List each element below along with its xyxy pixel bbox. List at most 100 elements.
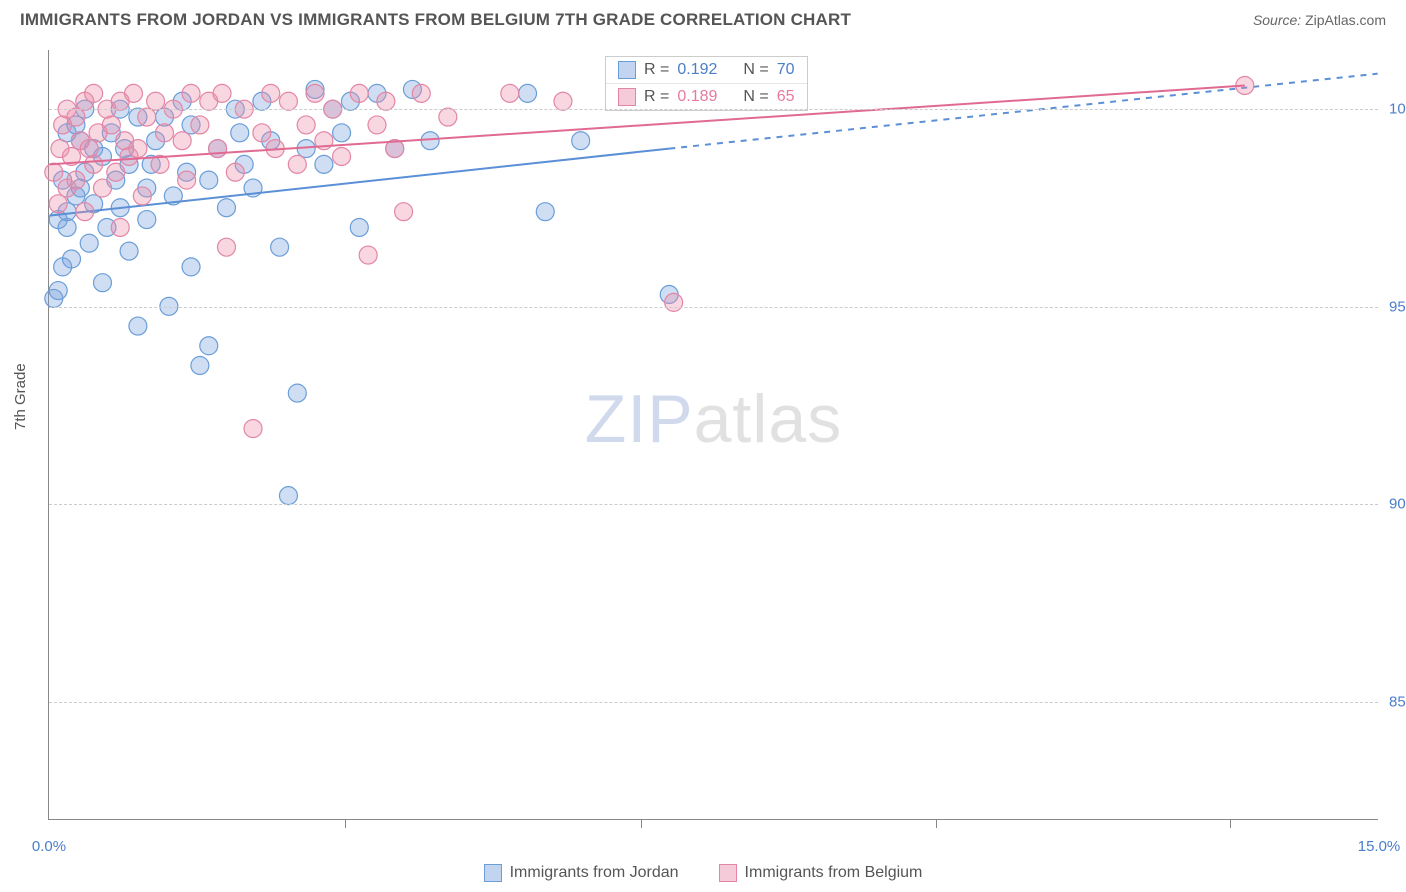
- gridline: [49, 109, 1378, 110]
- point-jordan: [315, 155, 333, 173]
- point-jordan: [80, 234, 98, 252]
- stats-box: R =0.192N =70R =0.189N =65: [605, 56, 808, 111]
- point-belgium: [147, 92, 165, 110]
- legend-swatch: [719, 864, 737, 882]
- source-attribution: Source: ZipAtlas.com: [1253, 12, 1386, 28]
- point-jordan: [519, 84, 537, 102]
- point-jordan: [182, 258, 200, 276]
- x-tick-label: 15.0%: [1358, 838, 1401, 855]
- legend-item: Immigrants from Belgium: [719, 864, 923, 882]
- stats-n-value: 65: [777, 88, 795, 106]
- bottom-legend: Immigrants from Jordan Immigrants from Be…: [0, 864, 1406, 882]
- point-belgium: [368, 116, 386, 134]
- gridline: [49, 504, 1378, 505]
- x-tick-mark: [345, 820, 346, 828]
- source-label: Source:: [1253, 12, 1301, 28]
- point-belgium: [217, 238, 235, 256]
- point-belgium: [501, 84, 519, 102]
- point-belgium: [279, 92, 297, 110]
- point-belgium: [85, 84, 103, 102]
- point-belgium: [288, 155, 306, 173]
- point-jordan: [421, 132, 439, 150]
- point-belgium: [67, 108, 85, 126]
- point-belgium: [49, 195, 67, 213]
- gridline: [49, 702, 1378, 703]
- point-belgium: [333, 147, 351, 165]
- y-tick-label: 90.0%: [1389, 496, 1406, 513]
- point-belgium: [554, 92, 572, 110]
- point-jordan: [231, 124, 249, 142]
- point-jordan: [279, 487, 297, 505]
- point-belgium: [226, 163, 244, 181]
- point-jordan: [63, 250, 81, 268]
- gridline: [49, 307, 1378, 308]
- point-jordan: [129, 317, 147, 335]
- point-belgium: [133, 187, 151, 205]
- point-belgium: [213, 84, 231, 102]
- x-tick-mark: [936, 820, 937, 828]
- point-belgium: [209, 140, 227, 158]
- stats-row: R =0.189N =65: [606, 83, 807, 110]
- point-belgium: [45, 163, 63, 181]
- chart-svg: [49, 50, 1378, 819]
- point-belgium: [94, 179, 112, 197]
- stats-n-value: 70: [777, 61, 795, 79]
- point-belgium: [665, 293, 683, 311]
- point-belgium: [173, 132, 191, 150]
- point-belgium: [107, 163, 125, 181]
- point-jordan: [49, 282, 67, 300]
- point-belgium: [306, 84, 324, 102]
- stats-r-label: R =: [644, 61, 669, 79]
- point-belgium: [124, 84, 142, 102]
- point-jordan: [536, 203, 554, 221]
- point-belgium: [253, 124, 271, 142]
- stats-n-label: N =: [743, 88, 768, 106]
- x-tick-mark: [1230, 820, 1231, 828]
- point-jordan: [200, 337, 218, 355]
- point-belgium: [297, 116, 315, 134]
- point-jordan: [138, 211, 156, 229]
- point-belgium: [111, 218, 129, 236]
- x-tick-label: 0.0%: [32, 838, 66, 855]
- point-belgium: [67, 171, 85, 189]
- point-belgium: [155, 124, 173, 142]
- plot-area: ZIPatlas R =0.192N =70R =0.189N =65 85.0…: [48, 50, 1378, 820]
- point-jordan: [333, 124, 351, 142]
- point-belgium: [191, 116, 209, 134]
- point-belgium: [178, 171, 196, 189]
- point-belgium: [395, 203, 413, 221]
- source-value: ZipAtlas.com: [1305, 12, 1386, 28]
- stats-row: R =0.192N =70: [606, 57, 807, 83]
- legend-label: Immigrants from Jordan: [510, 864, 679, 882]
- stats-r-value: 0.192: [677, 61, 717, 79]
- point-belgium: [182, 84, 200, 102]
- stats-r-label: R =: [644, 88, 669, 106]
- stats-swatch: [618, 61, 636, 79]
- point-belgium: [80, 140, 98, 158]
- point-belgium: [244, 420, 262, 438]
- point-belgium: [85, 155, 103, 173]
- point-belgium: [76, 203, 94, 221]
- legend-label: Immigrants from Belgium: [745, 864, 923, 882]
- point-belgium: [102, 116, 120, 134]
- point-belgium: [129, 140, 147, 158]
- y-tick-label: 100.0%: [1389, 101, 1406, 118]
- point-belgium: [439, 108, 457, 126]
- point-belgium: [138, 108, 156, 126]
- point-belgium: [412, 84, 430, 102]
- point-jordan: [120, 242, 138, 260]
- point-belgium: [350, 84, 368, 102]
- point-jordan: [217, 199, 235, 217]
- legend-swatch: [484, 864, 502, 882]
- y-tick-label: 95.0%: [1389, 298, 1406, 315]
- point-belgium: [262, 84, 280, 102]
- point-jordan: [572, 132, 590, 150]
- point-belgium: [359, 246, 377, 264]
- point-jordan: [271, 238, 289, 256]
- point-jordan: [191, 356, 209, 374]
- chart-title: IMMIGRANTS FROM JORDAN VS IMMIGRANTS FRO…: [20, 10, 851, 30]
- y-tick-label: 85.0%: [1389, 693, 1406, 710]
- header: IMMIGRANTS FROM JORDAN VS IMMIGRANTS FRO…: [0, 0, 1406, 38]
- legend-item: Immigrants from Jordan: [484, 864, 679, 882]
- point-jordan: [288, 384, 306, 402]
